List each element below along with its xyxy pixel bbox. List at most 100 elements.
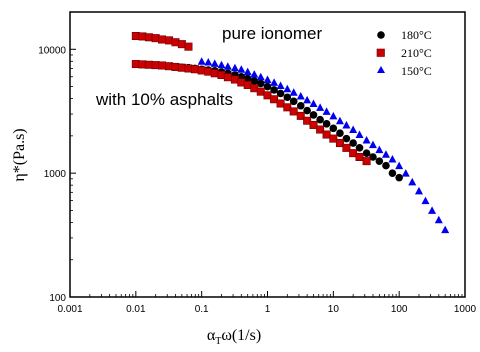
data-point-150c xyxy=(289,88,298,96)
legend-marker-150 xyxy=(377,66,385,73)
data-point-150c xyxy=(204,57,213,66)
data-point-180c xyxy=(250,77,259,85)
data-point-180c xyxy=(322,120,331,128)
data-point-180c xyxy=(355,144,364,152)
data-point-180c xyxy=(316,115,324,124)
data-point-150c xyxy=(270,78,279,86)
data-point-210c xyxy=(131,32,140,41)
data-point-150c xyxy=(322,107,331,115)
data-point-150c xyxy=(329,111,338,120)
data-point-150c xyxy=(223,62,232,70)
legend: 180°C 210°C 150°C xyxy=(376,28,432,78)
data-point-210c xyxy=(270,95,279,104)
data-point-180c xyxy=(243,74,252,83)
data-point-210c xyxy=(303,116,312,125)
data-point-180c xyxy=(336,129,344,138)
data-point-180c xyxy=(256,79,265,88)
data-point-210c xyxy=(158,61,167,70)
legend-label-180: 180°C xyxy=(401,28,432,42)
x-tick-label: 1000 xyxy=(454,304,477,315)
x-tick-label: 0.01 xyxy=(126,304,146,315)
legend-label-210: 210°C xyxy=(401,46,432,60)
data-point-150c xyxy=(276,81,285,90)
x-tick-label: 0.1 xyxy=(195,304,209,315)
data-points xyxy=(131,32,450,234)
data-point-210c xyxy=(283,103,292,112)
data-point-210c xyxy=(316,125,325,134)
data-point-150c xyxy=(309,99,318,107)
data-point-210c xyxy=(177,63,186,72)
data-point-150c xyxy=(408,177,417,186)
data-point-210c xyxy=(197,66,206,75)
data-point-180c xyxy=(382,161,390,170)
data-point-150c xyxy=(316,103,325,111)
annotation-pure-ionomer: pure ionomer xyxy=(222,24,323,43)
data-point-180c xyxy=(270,86,278,94)
data-point-210c xyxy=(144,33,153,42)
legend-marker-180 xyxy=(377,31,385,39)
data-point-150c xyxy=(217,60,226,69)
data-point-210c xyxy=(289,107,298,116)
data-point-150c xyxy=(381,150,390,158)
data-point-210c xyxy=(158,35,167,44)
data-point-210c xyxy=(329,134,338,143)
data-point-150c xyxy=(230,63,239,72)
data-point-180c xyxy=(303,106,311,115)
data-point-150c xyxy=(197,57,206,65)
data-point-210c xyxy=(256,87,265,96)
data-point-180c xyxy=(362,149,371,157)
data-point-180c xyxy=(289,97,298,106)
x-tick-label: 1 xyxy=(265,304,271,315)
data-point-210c xyxy=(342,143,351,152)
data-point-210c xyxy=(263,91,272,100)
data-point-210c xyxy=(335,139,344,148)
data-point-150c xyxy=(263,75,272,84)
data-point-150c xyxy=(342,120,351,129)
y-tick-label: 10000 xyxy=(38,45,66,56)
data-point-180c xyxy=(309,111,318,119)
data-point-150c xyxy=(296,91,305,100)
data-point-210c xyxy=(309,120,318,129)
x-tick-label: 10 xyxy=(328,304,340,315)
data-point-210c xyxy=(243,80,252,89)
data-point-150c xyxy=(362,136,371,144)
data-point-210c xyxy=(177,40,186,49)
data-point-180c xyxy=(296,101,305,110)
data-point-150c xyxy=(256,72,265,81)
data-point-210c xyxy=(131,60,140,69)
data-point-180c xyxy=(329,124,338,133)
x-tick-label: 0.001 xyxy=(57,304,82,315)
data-point-150c xyxy=(414,186,423,195)
data-point-180c xyxy=(342,134,351,143)
data-point-180c xyxy=(369,153,377,161)
y-axis: 100 1000 10000 xyxy=(38,11,76,304)
data-point-210c xyxy=(276,99,285,108)
data-point-180c xyxy=(349,139,357,147)
data-point-150c xyxy=(388,155,397,163)
data-point-210c xyxy=(144,60,153,69)
data-point-180c xyxy=(395,173,403,182)
data-point-150c xyxy=(428,206,437,214)
data-point-150c xyxy=(250,70,259,78)
data-point-150c xyxy=(434,215,443,224)
x-axis-title: αTω(1/s) xyxy=(207,327,261,347)
x-tick-label: 100 xyxy=(391,304,408,315)
data-point-180c xyxy=(388,169,397,177)
data-point-150c xyxy=(237,65,246,73)
data-point-210c xyxy=(184,42,193,51)
legend-label-150: 150°C xyxy=(401,64,432,78)
data-point-150c xyxy=(283,84,292,93)
data-point-210c xyxy=(190,65,199,74)
data-point-150c xyxy=(441,225,450,234)
data-point-180c xyxy=(263,82,272,91)
y-tick-label: 1000 xyxy=(44,169,67,180)
data-point-210c xyxy=(362,157,371,166)
data-point-180c xyxy=(375,157,384,165)
data-point-150c xyxy=(355,130,364,139)
data-point-150c xyxy=(303,95,312,104)
data-point-210c xyxy=(223,73,232,82)
data-point-150c xyxy=(335,116,344,125)
y-axis-title: η*(Pa.s) xyxy=(11,128,28,181)
data-point-180c xyxy=(276,89,285,98)
data-point-150c xyxy=(421,196,430,205)
